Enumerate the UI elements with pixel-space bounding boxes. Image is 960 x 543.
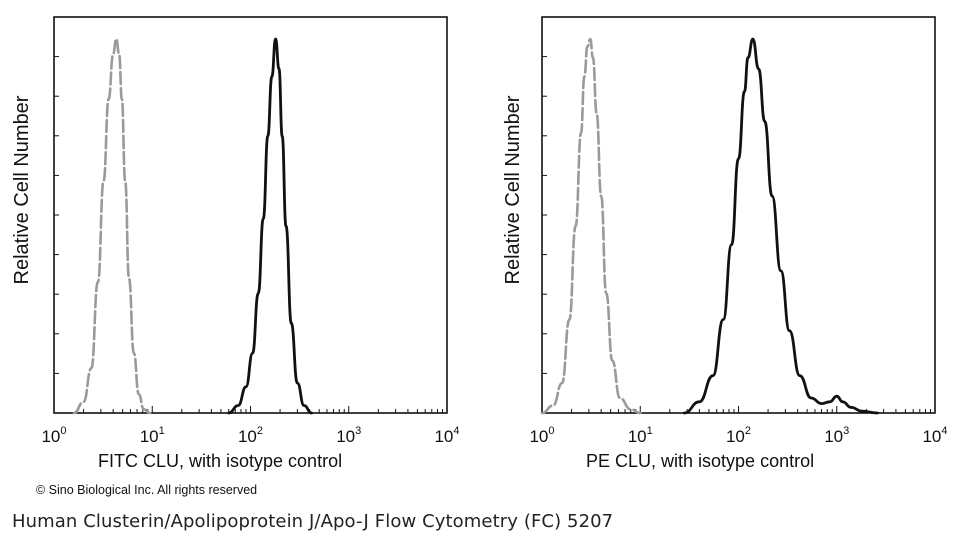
x-tick-label: 100 [41,425,66,446]
x-tick-label: 104 [434,425,459,446]
x-tick-label: 103 [824,425,849,446]
x-tick-label: 100 [529,425,554,446]
copyright-notice: © Sino Biological Inc. All rights reserv… [36,483,258,497]
plot-frame [53,16,448,414]
x-tick-label: 104 [922,425,947,446]
y-axis-label: Relative Cell Number [11,95,33,284]
figure-caption: Human Clusterin/Apolipoprotein J/Apo-J F… [12,511,614,532]
plot-frame [541,16,936,414]
clu-stained-histogram [682,37,879,415]
clu-stained-histogram [227,37,314,415]
fitc-histogram-panel: 100 101 102 103 104 FITC CLU, with isotype co… [11,16,460,471]
isotype-control-histogram [72,37,152,415]
x-axis-label: PE CLU, with isotype control [586,451,814,471]
x-tick-label: 101 [628,425,653,446]
x-tick-label: 101 [140,425,165,446]
flow-cytometry-figure: 100 101 102 103 104 FITC CLU, with isotype co… [11,16,948,471]
x-axis-label: FITC CLU, with isotype control [98,451,342,471]
y-axis-label: Relative Cell Number [502,95,524,284]
isotype-control-histogram [540,37,642,415]
x-tick-label: 103 [336,425,361,446]
x-tick-label: 102 [726,425,751,446]
x-tick-label: 102 [238,425,263,446]
pe-histogram-panel: 100 101 102 103 104 PE CLU, with isotype cont… [502,16,948,471]
